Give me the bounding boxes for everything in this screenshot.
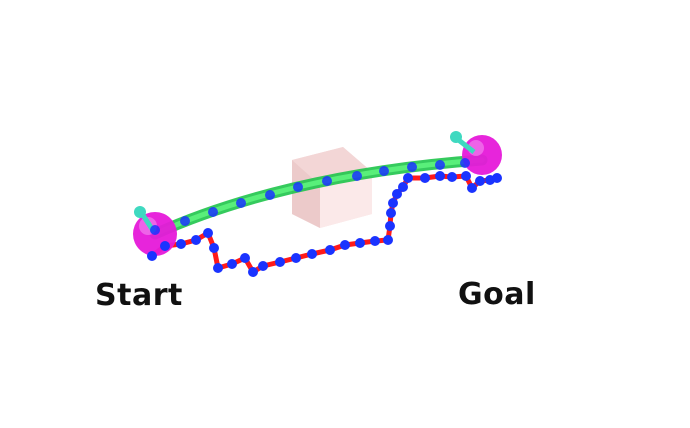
- waypoint-dot: [492, 173, 502, 183]
- waypoint-dot: [386, 208, 396, 218]
- waypoint-dot: [461, 171, 471, 181]
- planned-waypoint-dot: [435, 160, 445, 170]
- waypoint-dot: [467, 183, 477, 193]
- start-label: Start: [95, 278, 183, 313]
- waypoint-dot: [160, 241, 170, 251]
- waypoint-dot: [420, 173, 430, 183]
- waypoint-dot: [213, 263, 223, 273]
- waypoint-dot: [258, 261, 268, 271]
- planned-waypoint-dot: [322, 176, 332, 186]
- waypoint-dot: [191, 235, 201, 245]
- planned-waypoint-dot: [460, 158, 470, 168]
- waypoint-dot: [307, 249, 317, 259]
- goal-arrow-icon: [450, 131, 476, 154]
- waypoint-dot: [403, 173, 413, 183]
- planned-waypoint-dot: [265, 190, 275, 200]
- waypoint-dot: [275, 257, 285, 267]
- waypoint-dot: [240, 253, 250, 263]
- planned-waypoint-dot: [379, 166, 389, 176]
- waypoint-dot: [209, 243, 219, 253]
- waypoint-dot: [147, 251, 157, 261]
- planned-waypoint-dot: [293, 182, 303, 192]
- planned-waypoint-dot: [180, 216, 190, 226]
- planned-waypoint-dot: [208, 207, 218, 217]
- waypoint-dot: [385, 221, 395, 231]
- waypoint-dot: [447, 172, 457, 182]
- waypoint-dot: [370, 236, 380, 246]
- waypoint-dot: [176, 239, 186, 249]
- waypoint-dot: [340, 240, 350, 250]
- waypoint-dot: [355, 238, 365, 248]
- waypoint-dot: [435, 171, 445, 181]
- waypoint-dot: [325, 245, 335, 255]
- goal-label: Goal: [458, 277, 536, 312]
- planned-waypoint-dot: [352, 171, 362, 181]
- waypoint-dot: [203, 228, 213, 238]
- waypoint-dot: [388, 198, 398, 208]
- waypoint-dot: [392, 189, 402, 199]
- waypoint-dot: [383, 235, 393, 245]
- waypoint-dot: [248, 267, 258, 277]
- planned-waypoint-dot: [236, 198, 246, 208]
- waypoint-dot: [398, 182, 408, 192]
- waypoints: [147, 158, 502, 277]
- goal-sphere-icon: [462, 135, 502, 175]
- planned-waypoint-dot: [407, 162, 417, 172]
- waypoint-dot: [227, 259, 237, 269]
- waypoint-dot: [291, 253, 301, 263]
- planned-waypoint-dot: [150, 225, 160, 235]
- waypoint-dot: [475, 176, 485, 186]
